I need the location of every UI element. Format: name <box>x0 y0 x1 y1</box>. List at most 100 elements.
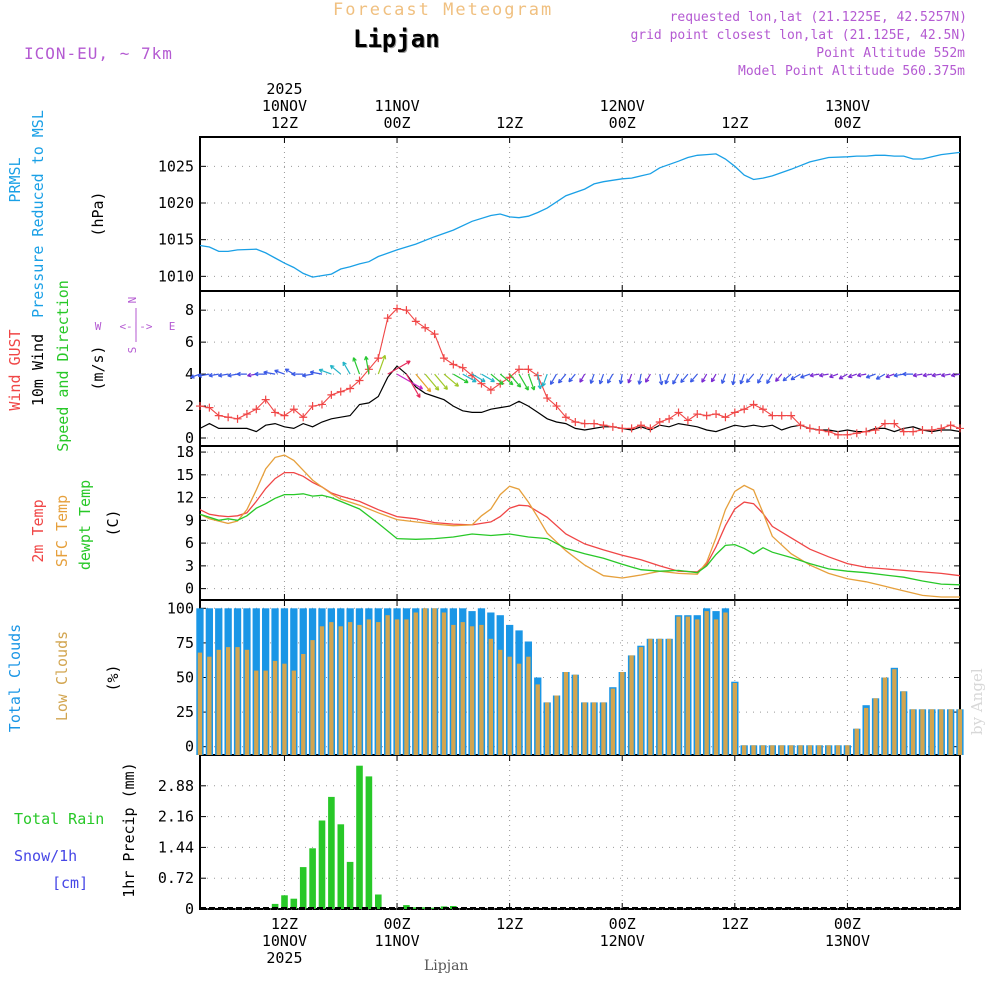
wind-gust-marker <box>458 363 467 372</box>
low-cloud-bar <box>957 709 963 755</box>
wind-direction-arrow <box>301 373 313 378</box>
precip-label-rain: Total Rain <box>14 810 104 828</box>
compass-north: N <box>126 297 139 304</box>
wind-unit: (m/s) <box>89 345 107 390</box>
temp-unit: (C) <box>104 509 122 536</box>
y-tick-label: 50 <box>176 669 194 687</box>
wind-direction-arrow <box>664 373 670 385</box>
wind-gust-marker <box>768 411 777 420</box>
bottom-time-label: 12Z <box>271 915 298 933</box>
y-tick-label: 1015 <box>158 231 194 249</box>
wind-direction-arrow <box>537 373 543 390</box>
low-cloud-bar <box>357 624 362 755</box>
low-cloud-bar <box>676 616 681 755</box>
wind-direction-arrow <box>263 370 276 375</box>
wind-gust-marker <box>383 314 392 323</box>
pressure-unit: (hPa) <box>89 191 107 236</box>
wind-direction-arrow <box>318 368 332 375</box>
low-cloud-bar <box>591 702 597 755</box>
wind-direction-arrow <box>766 373 773 385</box>
y-tick-label: 2.88 <box>158 777 194 795</box>
low-cloud-bar <box>516 663 522 755</box>
wind-direction-arrow <box>254 371 266 377</box>
y-tick-label: 0 <box>185 429 194 447</box>
wind-gust-marker <box>411 317 420 326</box>
low-cloud-bar <box>610 688 615 755</box>
low-cloud-bar <box>826 745 831 755</box>
temp-dewpt-line <box>199 493 961 586</box>
wind-label-gust: Wind GUST <box>6 329 24 410</box>
wind-direction-arrow <box>731 373 736 386</box>
wind-direction-arrow <box>208 372 219 378</box>
low-cloud-bar <box>226 647 231 755</box>
wind-gust-marker <box>449 360 458 369</box>
y-tick-label: 0 <box>185 580 194 598</box>
wind-gust-marker <box>918 426 927 435</box>
low-cloud-bar <box>732 683 737 755</box>
low-cloud-bar <box>498 649 503 755</box>
wind-gust-marker <box>777 411 786 420</box>
wind-label-direction: Speed and Direction <box>54 280 72 452</box>
wind-gust-marker <box>880 419 889 428</box>
low-cloud-bar <box>601 702 606 755</box>
wind-gust-marker <box>834 430 843 439</box>
wind-gust-marker <box>740 405 749 414</box>
wind-direction-arrow <box>940 372 951 378</box>
temp-label-sfc: SFC Temp <box>53 495 71 567</box>
wind-direction-arrow <box>856 372 867 378</box>
top-time-label: 12Z <box>496 114 523 132</box>
wind-direction-arrow <box>329 364 342 375</box>
wind-gust-marker <box>956 424 964 433</box>
wind-direction-arrow <box>509 373 522 388</box>
low-cloud-bar <box>760 745 766 755</box>
low-cloud-bar <box>216 649 221 755</box>
wind-gust-marker <box>608 422 617 431</box>
wind-gust-marker <box>271 408 280 417</box>
wind-gust-marker <box>224 413 233 422</box>
bottom-time-label: 13NOV <box>825 932 870 950</box>
low-cloud-bar <box>845 745 850 755</box>
low-cloud-bar <box>704 611 709 755</box>
low-cloud-bar <box>385 615 390 755</box>
low-cloud-bar <box>469 626 475 755</box>
requested-coords: requested lon,lat (21.1225E, 42.5257N) <box>669 10 967 25</box>
low-cloud-bar <box>817 745 822 755</box>
wind-direction-arrow <box>782 373 792 382</box>
rain-bar <box>290 898 298 909</box>
wind-direction-arrow <box>637 373 643 385</box>
wind-direction-arrow <box>227 372 238 378</box>
low-cloud-bar <box>207 656 212 755</box>
y-tick-label: 1.44 <box>158 838 194 856</box>
wind-direction-arrow <box>274 369 285 375</box>
location-title: Lipjan <box>353 25 440 53</box>
wind-gust-marker <box>890 419 899 428</box>
low-cloud-bar <box>394 619 400 755</box>
low-cloud-bar <box>789 745 794 755</box>
wind-direction-arrow <box>847 373 858 379</box>
wind-gust-marker <box>242 410 251 419</box>
y-tick-label: 0.72 <box>158 869 194 887</box>
panel-frame-1 <box>199 136 961 292</box>
wind-gust-marker <box>665 414 674 423</box>
wind-gust-marker <box>336 387 345 396</box>
low-cloud-bar <box>376 622 381 755</box>
wind-gust-marker <box>308 402 317 411</box>
wind-gust-marker <box>590 419 599 428</box>
y-tick-label: 0 <box>185 738 194 756</box>
low-cloud-bar <box>254 670 259 755</box>
bottom-time-label: 12NOV <box>600 932 645 950</box>
low-cloud-bar <box>244 649 250 755</box>
wind-direction-arrow <box>645 373 651 383</box>
wind-direction-arrow <box>627 373 633 384</box>
wind-direction-arrow <box>499 373 514 386</box>
y-tick-label: 1010 <box>158 267 194 285</box>
compass-south: S <box>126 347 139 354</box>
wind-direction-arrow <box>672 373 680 385</box>
wind-gust-marker <box>233 414 242 423</box>
compass-west: W <box>95 320 102 333</box>
y-tick-label: 1020 <box>158 194 194 212</box>
wind-gust-marker <box>824 427 833 436</box>
y-tick-label: 25 <box>176 703 194 721</box>
y-tick-label: 9 <box>185 511 194 529</box>
top-time-label: 12Z <box>271 114 298 132</box>
